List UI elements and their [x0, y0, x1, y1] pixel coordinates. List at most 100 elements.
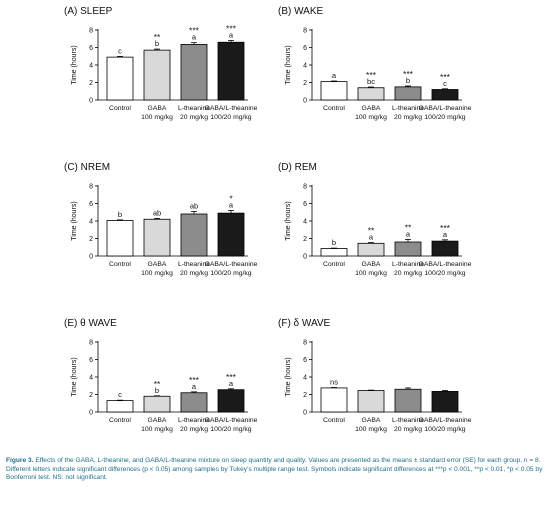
y-tick-label: 0: [303, 98, 307, 105]
y-tick-label: 8: [89, 184, 93, 191]
significance-letter: b: [118, 210, 122, 219]
x-tick-dose-label: 100/20 mg/kg: [210, 426, 251, 433]
significance-stars: ***: [440, 72, 451, 82]
significance-letter: b: [155, 39, 159, 48]
significance-stars: ***: [226, 24, 237, 34]
significance-letter: ab: [153, 208, 161, 217]
x-tick-label: Control: [109, 105, 131, 112]
bar: [180, 213, 208, 257]
caption-text: Effects of the GABA, L-theanine, and GAB…: [6, 457, 543, 482]
bar: [106, 220, 134, 257]
y-tick-label: 0: [303, 254, 307, 261]
y-axis-label: Time (hours): [285, 357, 292, 396]
x-tick-label: Control: [109, 261, 131, 268]
x-tick-dose-label: 100/20 mg/kg: [424, 114, 465, 121]
x-tick-dose-label: 20 mg/kg: [394, 270, 422, 277]
y-tick-label: 4: [89, 219, 93, 226]
x-tick-dose-label: 20 mg/kg: [180, 114, 208, 121]
significance-stars: **: [368, 226, 375, 236]
y-axis-label: Time (hours): [71, 201, 78, 240]
x-tick-label: GABA: [148, 261, 167, 268]
x-tick-label: GABA/L-theanine: [205, 417, 258, 424]
y-tick-label: 2: [89, 236, 93, 243]
significance-stars: ***: [189, 375, 200, 385]
significance-stars: ***: [440, 223, 451, 233]
significance-letter: a: [192, 33, 197, 42]
significance-stars: ***: [403, 69, 414, 79]
x-tick-dose-label: 20 mg/kg: [394, 426, 422, 433]
y-tick-label: 0: [89, 254, 93, 261]
x-tick-label: L-theanine: [178, 417, 210, 424]
panel-title: (B) WAKE: [278, 6, 324, 17]
chart-panel: (A) SLEEP Time (hours) 0 2 4 6 8 c Control b** GAB…: [64, 6, 258, 121]
significance-stars: ***: [189, 26, 200, 36]
y-tick-label: 2: [303, 80, 307, 87]
x-tick-label: L-theanine: [392, 417, 424, 424]
caption-label: Figure 3.: [6, 457, 34, 464]
bar: [394, 241, 422, 257]
x-tick-dose-label: 100 mg/kg: [355, 114, 387, 121]
bar: [320, 387, 348, 413]
y-tick-label: 8: [303, 340, 307, 347]
significance-letter: a: [332, 71, 337, 80]
x-tick-label: Control: [323, 105, 345, 112]
x-tick-label: L-theanine: [178, 105, 210, 112]
x-tick-dose-label: 100/20 mg/kg: [424, 426, 465, 433]
x-tick-label: GABA: [362, 417, 381, 424]
y-tick-label: 8: [89, 28, 93, 35]
bar: [143, 395, 171, 413]
bar: [394, 86, 422, 101]
y-tick-label: 6: [89, 45, 93, 52]
y-tick-label: 4: [303, 63, 307, 70]
bar: [180, 44, 208, 101]
y-tick-label: 2: [303, 392, 307, 399]
y-tick-label: 6: [89, 357, 93, 364]
bar: [357, 242, 385, 257]
y-tick-label: 6: [303, 201, 307, 208]
x-tick-dose-label: 100 mg/kg: [141, 270, 173, 277]
significance-stars: *: [229, 194, 233, 204]
significance-letter: a: [192, 382, 197, 391]
significance-stars: ns: [330, 378, 338, 387]
significance-stars: ***: [226, 372, 237, 382]
significance-letter: a: [229, 379, 234, 388]
x-tick-label: L-theanine: [392, 261, 424, 268]
y-tick-label: 0: [89, 98, 93, 105]
panel-title: (E) θ WAVE: [64, 318, 117, 329]
x-tick-dose-label: 20 mg/kg: [180, 270, 208, 277]
y-tick-label: 4: [303, 219, 307, 226]
significance-letter: b: [332, 238, 336, 247]
x-tick-dose-label: 100/20 mg/kg: [210, 270, 251, 277]
chart-panel: (C) NREM Time (hours) 0 2 4 6 8 b Control ab GABA 1…: [64, 162, 258, 277]
chart-panel: (E) θ WAVE Time (hours) 0 2 4 6 8 c Control b** GA…: [64, 318, 258, 433]
y-tick-label: 0: [89, 410, 93, 417]
x-tick-dose-label: 100 mg/kg: [355, 270, 387, 277]
x-tick-label: L-theanine: [392, 105, 424, 112]
bar: [217, 41, 245, 101]
significance-letter: a: [229, 31, 234, 40]
y-tick-label: 4: [89, 375, 93, 382]
bar: [320, 81, 348, 101]
bar: [394, 388, 422, 413]
y-tick-label: 8: [89, 340, 93, 347]
y-axis-label: Time (hours): [71, 45, 78, 84]
bar: [431, 89, 459, 101]
x-tick-label: GABA: [362, 105, 381, 112]
x-tick-dose-label: 100/20 mg/kg: [210, 114, 251, 121]
x-tick-label: GABA/L-theanine: [419, 261, 472, 268]
significance-letter: b: [406, 76, 410, 85]
bar: [357, 390, 385, 413]
x-tick-label: GABA/L-theanine: [419, 417, 472, 424]
x-tick-dose-label: 100 mg/kg: [141, 114, 173, 121]
significance-letter: bc: [367, 77, 375, 86]
y-axis-label: Time (hours): [285, 201, 292, 240]
significance-stars: **: [154, 32, 161, 42]
x-tick-label: GABA/L-theanine: [205, 105, 258, 112]
significance-letter: a: [443, 230, 448, 239]
y-tick-label: 6: [303, 357, 307, 364]
x-tick-label: GABA: [148, 417, 167, 424]
x-tick-label: GABA: [148, 105, 167, 112]
significance-letter: c: [118, 390, 122, 399]
